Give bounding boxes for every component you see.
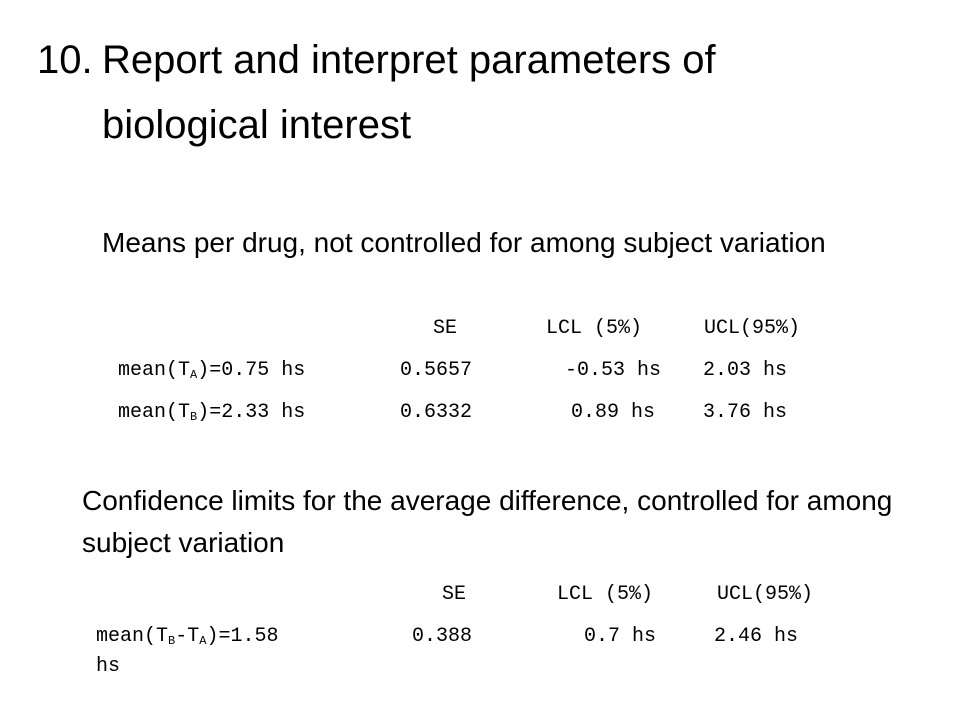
row-se: 0.5657 [400,359,473,382]
section1-col-se: SE [432,317,457,340]
row-label-wrap: hs [96,655,121,678]
section1-col-ucl: UCL(95%) [704,317,801,340]
row-ucl: 2.46 hs [713,625,798,648]
section2-col-ucl: UCL(95%) [717,583,814,606]
section1-heading: Means per drug, not controlled for among… [102,227,826,258]
row-label: mean(TB)=2.33 hs [118,401,306,424]
slide-title-line-1: Report and interpret parameters of [102,38,716,82]
section2-col-se: SE [442,583,467,606]
section2-col-lcl: LCL (5%) [557,583,654,606]
section1-col-lcl: LCL (5%) [546,317,643,340]
row-se: 0.388 [412,625,473,648]
title-number: 10. [37,38,93,82]
slide-title-line-2: biological interest [102,103,412,147]
row-label: mean(TB-TA)=1.58 [96,625,279,648]
row-lcl: -0.53 hs [564,359,661,382]
row-lcl: 0.89 hs [570,401,655,424]
row-ucl: 2.03 hs [702,359,787,382]
row-se: 0.6332 [400,401,473,424]
row-lcl: 0.7 hs [583,625,656,648]
row-label: mean(TA)=0.75 hs [118,359,306,382]
section2-heading: Confidence limits for the average differ… [82,485,893,558]
row-ucl: 3.76 hs [702,401,787,424]
